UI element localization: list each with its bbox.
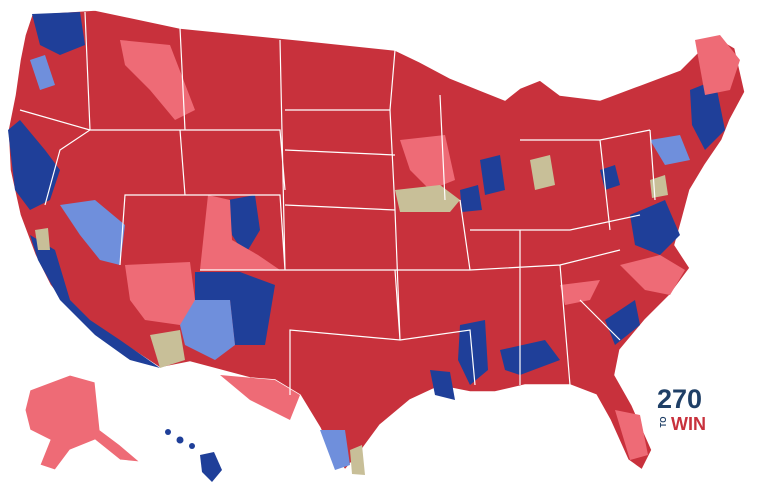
district bbox=[530, 155, 555, 190]
district bbox=[630, 200, 680, 255]
district bbox=[460, 185, 482, 212]
alaska bbox=[24, 374, 142, 471]
district bbox=[350, 445, 365, 475]
island bbox=[176, 436, 184, 444]
district bbox=[30, 55, 55, 90]
district bbox=[32, 12, 85, 55]
district bbox=[320, 430, 350, 470]
island bbox=[189, 443, 195, 449]
lean-dem-districts bbox=[30, 55, 690, 470]
state-borders bbox=[19, 11, 656, 395]
district bbox=[695, 35, 740, 95]
hawaii bbox=[165, 429, 222, 482]
logo-win: WIN bbox=[671, 414, 706, 434]
district bbox=[458, 320, 488, 385]
district bbox=[560, 280, 600, 305]
district bbox=[35, 228, 50, 250]
district bbox=[180, 300, 235, 360]
island bbox=[200, 452, 222, 482]
district bbox=[220, 375, 300, 420]
logo-number: 270 bbox=[657, 384, 702, 414]
logo: 270 TO WIN bbox=[657, 384, 706, 434]
border bbox=[19, 11, 656, 395]
district bbox=[195, 272, 275, 345]
district bbox=[620, 255, 685, 295]
district bbox=[615, 410, 648, 460]
district bbox=[120, 40, 195, 120]
district bbox=[125, 262, 195, 325]
district bbox=[480, 155, 505, 195]
district bbox=[228, 195, 260, 255]
district bbox=[650, 135, 690, 165]
district bbox=[690, 80, 725, 150]
island bbox=[165, 429, 171, 435]
district bbox=[395, 185, 460, 212]
dem-districts bbox=[8, 12, 725, 400]
logo-to: TO bbox=[659, 417, 668, 428]
district bbox=[60, 200, 125, 265]
district bbox=[150, 330, 185, 368]
tossup-districts bbox=[35, 155, 668, 475]
district bbox=[500, 340, 560, 375]
district bbox=[430, 370, 455, 400]
district bbox=[8, 120, 60, 210]
lean-rep-districts bbox=[120, 35, 740, 460]
district bbox=[400, 135, 455, 190]
district bbox=[200, 195, 280, 270]
